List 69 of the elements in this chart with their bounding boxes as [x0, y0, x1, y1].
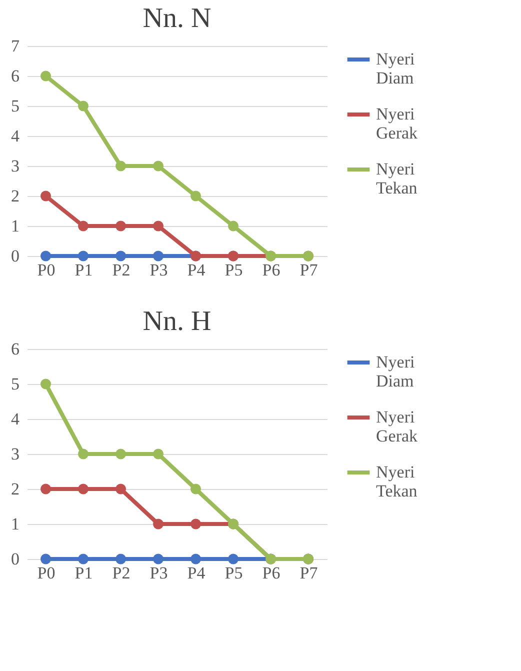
x-tick-label: P0: [37, 564, 56, 582]
point: [153, 554, 164, 564]
point: [78, 100, 88, 112]
y-tick-label: 7: [11, 36, 20, 56]
y-tick-label: 0: [11, 246, 20, 266]
x-tick-label: P5: [224, 260, 243, 280]
x-tick-label: P2: [112, 260, 130, 280]
point: [78, 554, 88, 564]
y-tick-label: 4: [11, 410, 20, 428]
y-tick-label: 1: [11, 216, 20, 236]
x-tick-label: P4: [187, 564, 206, 582]
x-tick-label: P0: [37, 260, 56, 280]
point: [190, 484, 201, 494]
point: [78, 250, 88, 262]
legend-label: Nyeri Gerak: [376, 104, 418, 142]
x-tick-label: P4: [187, 260, 206, 280]
point: [40, 554, 51, 564]
x-tick-label: P5: [224, 564, 243, 582]
point: [78, 484, 88, 494]
point: [40, 250, 51, 262]
point: [228, 220, 238, 232]
point: [190, 190, 201, 202]
x-tick-label: P6: [262, 260, 280, 280]
x-tick-label: P1: [74, 564, 93, 582]
point: [116, 250, 126, 262]
legend-label: Nyeri Diam: [376, 50, 415, 88]
x-tick-label: P3: [150, 260, 168, 280]
point: [116, 554, 126, 564]
point: [153, 160, 164, 172]
y-tick-label: 4: [11, 126, 20, 146]
point: [116, 448, 126, 460]
point: [116, 160, 126, 172]
y-tick-label: 2: [11, 480, 20, 498]
y-tick-label: 5: [11, 374, 20, 394]
y-tick-label: 3: [11, 156, 20, 176]
point: [116, 220, 126, 232]
x-tick-label: P7: [300, 260, 318, 280]
y-tick-label: 0: [11, 550, 20, 568]
point: [78, 220, 88, 232]
point: [190, 554, 201, 564]
y-tick-label: 6: [11, 66, 20, 86]
chart-title: Nn. N: [142, 3, 212, 34]
point: [40, 190, 51, 202]
x-tick-label: P6: [262, 564, 280, 582]
point: [153, 448, 164, 460]
point: [190, 518, 201, 530]
point: [153, 220, 164, 232]
point: [78, 448, 88, 460]
x-tick-label: P3: [150, 564, 168, 582]
legend-label: Nyeri Tekan: [376, 160, 418, 198]
x-tick-label: P1: [74, 260, 93, 280]
legend-label: Nyeri Gerak: [376, 408, 418, 446]
legend-label: Nyeri Tekan: [376, 462, 418, 500]
legend-label: Nyeri Diam: [376, 352, 415, 390]
point: [153, 518, 164, 530]
point: [116, 484, 126, 494]
point: [40, 70, 51, 82]
y-tick-label: 5: [11, 96, 20, 116]
point: [40, 378, 51, 390]
x-tick-label: P2: [112, 564, 130, 582]
point: [40, 484, 51, 494]
x-tick-label: P7: [300, 564, 318, 582]
point: [228, 554, 238, 564]
point: [153, 250, 164, 262]
y-tick-label: 6: [11, 340, 20, 358]
y-tick-label: 3: [11, 444, 20, 464]
chart-title: Nn. H: [142, 306, 212, 337]
y-tick-label: 2: [11, 186, 20, 206]
y-tick-label: 1: [11, 514, 20, 534]
